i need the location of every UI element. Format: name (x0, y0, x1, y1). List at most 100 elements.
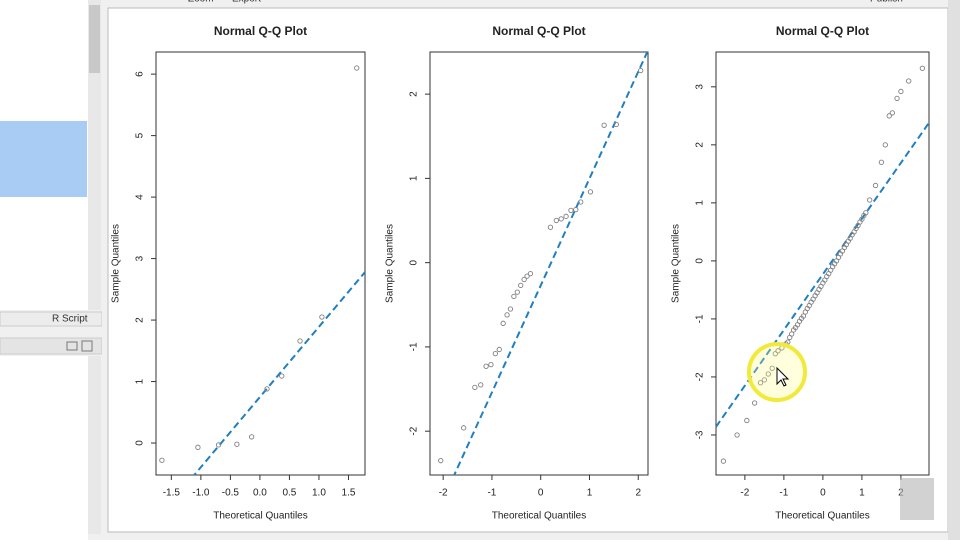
data-point (898, 88, 904, 95)
y-tick-label: 1 (695, 200, 706, 206)
console-header (0, 337, 103, 355)
data-point (761, 377, 768, 383)
x-tick-label: 1.5 (342, 488, 356, 499)
data-point (765, 371, 771, 377)
data-point (919, 65, 926, 71)
data-point (775, 348, 781, 354)
data-point (889, 110, 895, 116)
right-edge (948, 0, 960, 540)
data-point (573, 206, 579, 213)
data-point (906, 78, 912, 84)
y-tick-label: 2 (695, 142, 706, 148)
y-tick-label: 4 (135, 194, 146, 200)
plots: Normal Q-Q Plot -1.5 -1.0 -0.5 0.0 0.5 1.0 1.5 0… (111, 24, 930, 522)
data-point (279, 373, 285, 379)
maximize-button[interactable] (81, 340, 93, 352)
y-tick-label: 5 (135, 132, 146, 138)
data-point (613, 121, 619, 128)
data-point (720, 458, 727, 464)
data-point (638, 67, 644, 74)
console-pane (0, 356, 88, 540)
data-point (518, 282, 524, 289)
data-point (195, 444, 201, 450)
y-tick-label: 3 (135, 255, 146, 261)
x-tick-label: -2 (740, 488, 749, 499)
x-tick-label: -1.0 (192, 488, 210, 499)
data-point (558, 216, 564, 222)
x-tick-label: -1.5 (163, 488, 181, 499)
chart-title: Normal Q-Q Plot (214, 24, 307, 38)
data-point (461, 425, 467, 431)
data-point (744, 417, 750, 424)
x-axis-label: Theoretical Quantiles (492, 511, 587, 522)
chart-title: Normal Q-Q Plot (492, 24, 585, 38)
data-point (601, 122, 607, 128)
watermark (900, 478, 934, 520)
data-point (878, 159, 885, 165)
data-point (894, 95, 900, 102)
x-tick-label: 2 (635, 488, 641, 499)
y-tick-label: 2 (409, 91, 420, 97)
data-point (438, 458, 444, 464)
data-point (563, 213, 569, 219)
y-tick-label: 3 (695, 84, 706, 90)
x-tick-label: 1 (859, 488, 865, 499)
publish-button[interactable]: Publish (870, 0, 903, 5)
y-tick-label: 2 (135, 317, 146, 323)
minimize-button[interactable] (66, 341, 78, 351)
data-point (587, 189, 594, 195)
x-tick-label: 0.5 (282, 488, 296, 499)
data-point (568, 207, 574, 214)
y-tick-label: 0 (409, 259, 420, 265)
x-tick-label: -1 (779, 488, 788, 499)
plot-area (107, 7, 949, 533)
export-button[interactable]: Export (232, 0, 261, 5)
selection-highlight (0, 121, 87, 197)
x-tick-label: -1 (487, 488, 496, 499)
data-point (882, 142, 888, 148)
data-point (492, 351, 499, 357)
data-point (248, 434, 255, 440)
console-scrollbar[interactable] (88, 356, 101, 534)
data-point (867, 197, 873, 203)
x-tick-label: 1.0 (312, 488, 326, 499)
scrollbar[interactable] (88, 0, 101, 310)
x-tick-label: 0.0 (253, 488, 267, 499)
data-point (215, 442, 222, 448)
data-point (527, 270, 534, 277)
data-point (319, 314, 325, 320)
scroll-thumb[interactable] (89, 5, 100, 73)
y-axis-label: Sample Quantiles (671, 224, 682, 303)
data-point (234, 441, 240, 447)
plot-clip (159, 65, 365, 475)
data-point (264, 386, 270, 392)
data-point (507, 306, 514, 312)
data-point (496, 346, 502, 353)
x-tick-label: 0 (820, 488, 826, 499)
data-point (488, 361, 494, 368)
data-point (472, 384, 478, 391)
data-point (789, 331, 795, 337)
x-tick-label: 0 (538, 488, 544, 499)
script-type[interactable]: R Script (52, 314, 88, 325)
y-tick-label: 6 (135, 71, 146, 77)
data-point (159, 457, 165, 463)
plot-frame (155, 51, 366, 476)
reference-line (716, 122, 929, 428)
y-tick-label: 1 (135, 378, 146, 384)
data-point (734, 432, 740, 438)
reference-line (192, 271, 365, 475)
data-point (800, 313, 807, 319)
data-point (297, 338, 303, 344)
data-point (751, 400, 758, 406)
x-tick-label: 1 (587, 488, 593, 499)
data-point (547, 224, 554, 230)
y-tick-label: 0 (695, 258, 706, 264)
plot-clip (438, 52, 648, 475)
y-tick-label: 0 (135, 440, 146, 446)
data-point (886, 113, 892, 119)
data-point (514, 289, 520, 295)
zoom-button[interactable]: Zoom (188, 0, 214, 5)
data-point (578, 199, 584, 205)
